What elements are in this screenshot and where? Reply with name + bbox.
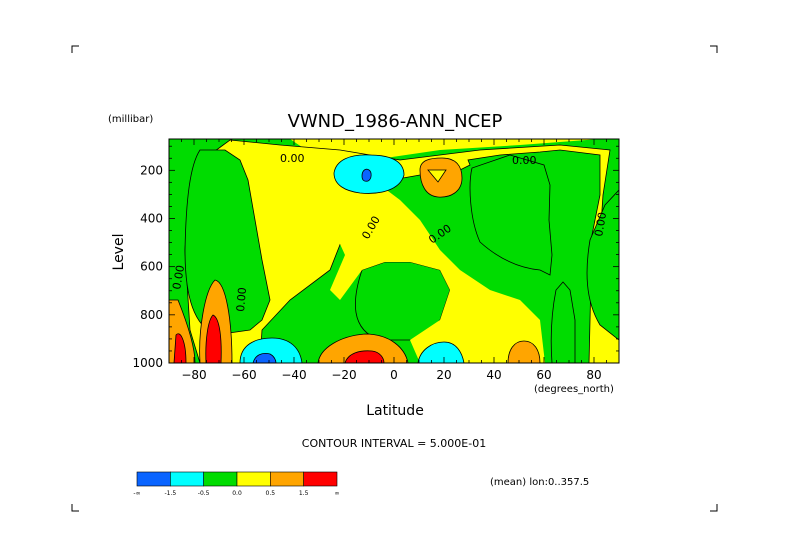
x-tick-label: 60 — [536, 368, 551, 382]
contour-interval-text: CONTOUR INTERVAL = 5.000E-01 — [302, 437, 486, 450]
y-axis-label: Level — [111, 234, 127, 271]
y-tick-label: 800 — [140, 308, 163, 322]
contour-label: 0.00 — [280, 152, 305, 165]
contour-region-yellow — [427, 169, 447, 183]
contour-region-cyan — [417, 341, 465, 363]
colorbar-swatch — [236, 471, 271, 487]
colorbar-swatch — [203, 471, 238, 487]
x-tick-label: −80 — [181, 368, 206, 382]
colorbar-label: 1.5 — [299, 490, 309, 497]
colorbar-swatch — [170, 471, 204, 487]
corner-marks — [71, 45, 718, 512]
colorbar-label: 0.0 — [232, 490, 242, 497]
x-tick-label: −40 — [281, 368, 306, 382]
contour-label: 0.00 — [592, 211, 609, 237]
colorbar-label: ∞ — [335, 490, 340, 497]
contour-label: 0.00 — [170, 264, 187, 290]
colorbar-label: -0.5 — [198, 490, 210, 497]
colorbar-label: -∞ — [133, 490, 140, 497]
y-tick-label: 1000 — [132, 356, 163, 370]
x-units-label: (degrees_north) — [534, 384, 614, 395]
contour-region-green — [184, 149, 271, 336]
contour-region-blue — [361, 168, 372, 182]
x-tick-label: 20 — [436, 368, 451, 382]
contour-region-yellow — [320, 180, 545, 363]
x-tick-label: 0 — [390, 368, 398, 382]
plot-area: 0.00 0.00 0.00 0.00 0.00 0.00 0.00 0.00 … — [132, 138, 620, 382]
x-tick-label: 80 — [586, 368, 601, 382]
colorbar-swatch — [303, 471, 338, 487]
contour-region-green — [469, 154, 553, 276]
contour-region-orange — [507, 340, 541, 363]
contour-region-cyan — [239, 337, 303, 363]
contour-label: 0.00 — [234, 287, 249, 313]
colorbar-legend: -∞ -1.5 -0.5 0.0 0.5 1.5 ∞ — [133, 471, 340, 497]
contour-region-orange — [317, 333, 409, 363]
colorbar-label: 0.5 — [266, 490, 276, 497]
contour-region-green — [586, 189, 619, 341]
colorbar-swatch — [270, 471, 304, 487]
contour-label: 0.00 — [512, 154, 537, 167]
y-axis: 200 400 600 800 1000 — [132, 145, 619, 370]
contour-region-green — [550, 281, 576, 363]
contour-region-blue — [252, 353, 277, 363]
averaging-text: (mean) lon:0..357.5 — [490, 477, 589, 488]
x-tick-label: −60 — [231, 368, 256, 382]
contour-label: 0.00 — [372, 153, 392, 163]
x-axis-label: Latitude — [366, 403, 424, 419]
colorbar-swatch — [136, 471, 171, 487]
colorbar-label: -1.5 — [164, 490, 176, 497]
y-tick-label: 400 — [140, 211, 163, 225]
x-tick-label: 40 — [486, 368, 501, 382]
y-tick-label: 200 — [140, 163, 163, 177]
contour-region-red — [205, 314, 222, 363]
chart-title: VWND_1986-ANN_NCEP — [288, 111, 503, 132]
y-tick-label: 600 — [140, 260, 163, 274]
x-axis: −80 −60 −40 −20 0 20 40 60 80 — [168, 139, 620, 382]
contour-region-red — [344, 350, 385, 363]
y-units-label: (millibar) — [108, 114, 153, 125]
x-tick-label: −20 — [331, 368, 356, 382]
